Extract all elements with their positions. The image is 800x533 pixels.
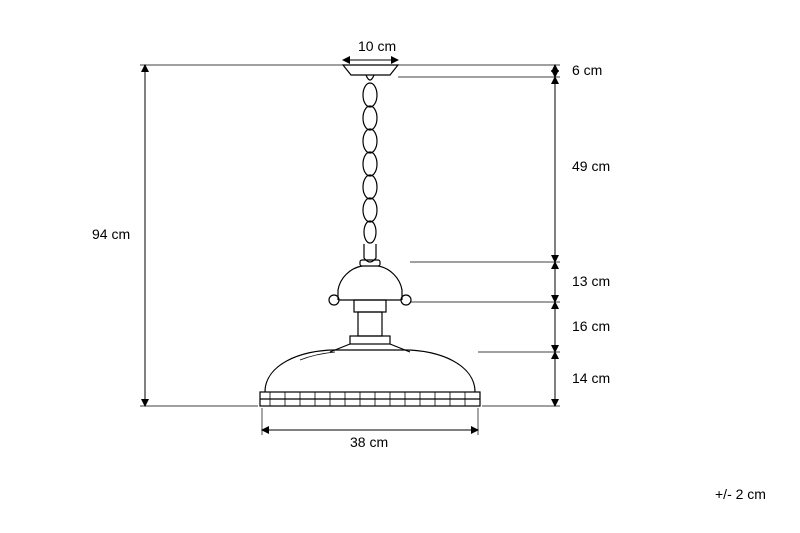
label-chain-length: 49 cm [572,158,610,174]
label-shade-height: 14 cm [572,370,610,386]
label-neck-height: 16 cm [572,318,610,334]
dimension-diagram: 10 cm 6 cm 49 cm 13 cm 16 cm 14 cm 94 cm… [0,0,800,533]
label-bracket-height: 13 cm [572,273,610,289]
label-canopy-width: 10 cm [358,38,396,54]
label-tolerance: +/- 2 cm [715,486,766,502]
label-canopy-height: 6 cm [572,62,602,78]
canopy [343,65,398,75]
label-total-height: 94 cm [92,226,130,242]
lamp-drawing [0,0,800,533]
label-shade-width: 38 cm [350,434,388,450]
